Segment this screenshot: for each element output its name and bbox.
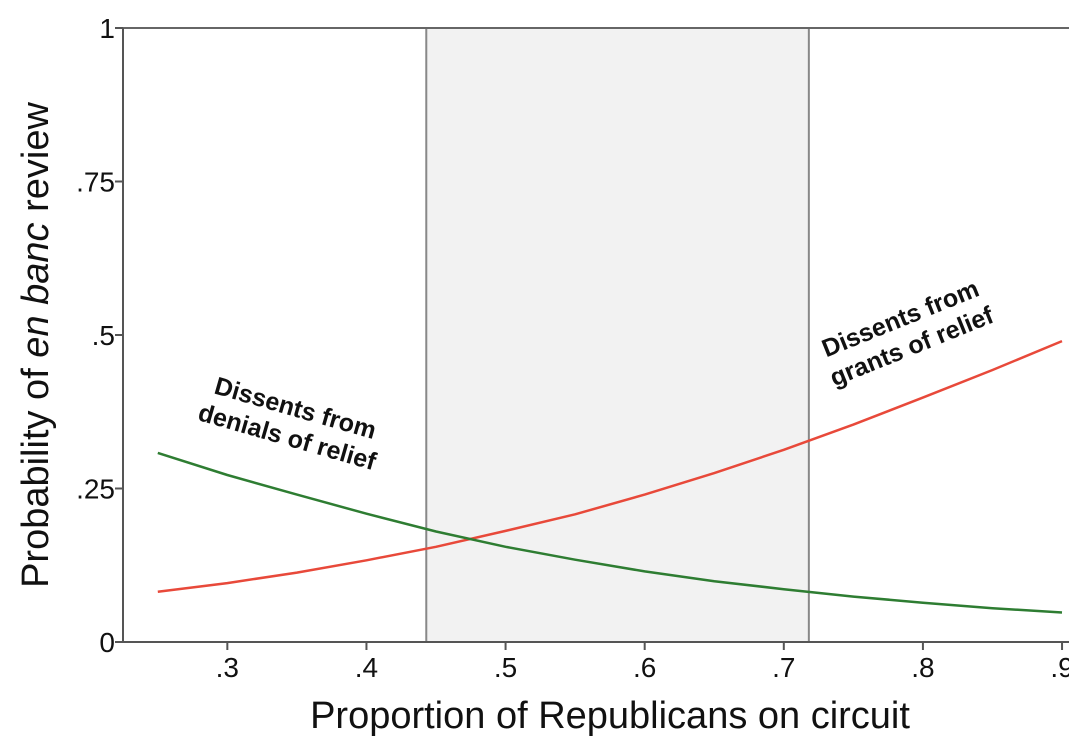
x-tick-label: .7 — [772, 652, 795, 683]
series-line-1 — [157, 451, 1063, 614]
x-tick-label: .5 — [494, 652, 517, 683]
x-tick-label: .8 — [911, 652, 934, 683]
y-axis-title-text: Probability of — [15, 358, 57, 588]
x-tick-label: .4 — [355, 652, 378, 683]
x-tick-label: .9 — [1050, 652, 1069, 683]
y-tick-label: .5 — [92, 320, 115, 351]
y-axis-title-text-end: review — [15, 102, 57, 223]
series-line-0 — [157, 339, 1063, 593]
y-tick-label: 1 — [99, 13, 115, 44]
y-tick-label: 0 — [99, 627, 115, 658]
x-tick-label: .3 — [216, 652, 239, 683]
y-tick-label: .75 — [76, 167, 115, 198]
y-axis-title: Probability of en banc review — [15, 102, 57, 588]
x-axis-title: Proportion of Republicans on circuit — [310, 695, 910, 736]
shaded-region — [426, 28, 809, 642]
y-axis-title-italic: en banc — [15, 222, 57, 357]
x-tick-label: .6 — [633, 652, 656, 683]
y-tick-label: .25 — [76, 474, 115, 505]
